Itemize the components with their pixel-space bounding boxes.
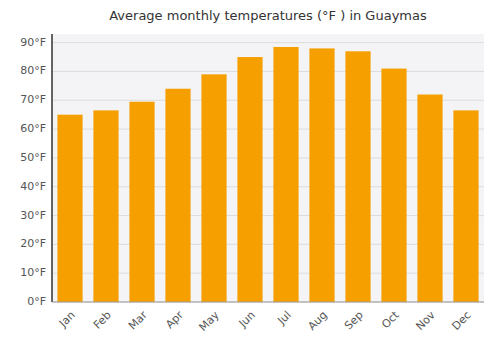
y-tick-label: 40°F [20,180,46,193]
chart-container: 0°F 10°F 20°F 30°F 40°F 50°F 60°F 70°F 80°F 90°F J… [0,0,500,350]
bar [201,74,226,302]
x-tick-label: Oct [379,308,402,331]
y-tick-label: 10°F [20,266,46,279]
x-tick-label: Apr [163,308,186,331]
grid-line [52,302,484,303]
bar [381,69,406,302]
chart: 0°F 10°F 20°F 30°F 40°F 50°F 60°F 70°F 80°F 90°F J… [0,0,500,350]
y-tick-label: 50°F [20,151,46,164]
bar [417,95,442,302]
x-tick-label: May [196,308,222,334]
x-tick-label: Feb [91,309,114,332]
bar [237,57,262,302]
bar [93,110,118,302]
bar [309,48,334,302]
y-tick-label: 0°F [27,295,46,308]
y-tick-label: 60°F [20,122,46,135]
x-tick-label: Jul [274,309,293,328]
y-tick-label: 80°F [20,64,46,77]
x-tick-label: Jun [236,309,258,331]
bar [273,47,298,302]
title: Average monthly temperatures (°F ) in Gu… [109,8,427,23]
y-axis: 0°F 10°F 20°F 30°F 40°F 50°F 60°F 70°F 80°F 90°F [20,36,46,308]
bar [453,110,478,302]
x-axis-line [52,302,484,303]
x-tick-label: Sep [342,309,366,333]
grid-line [52,42,484,43]
bar [165,89,190,302]
x-tick-label: Jan [56,309,78,331]
bar [345,51,370,302]
y-tick-label: 70°F [20,93,46,106]
grid-line [52,71,484,72]
bar [57,115,82,302]
bar [129,102,154,302]
x-tick-label: Dec [450,309,474,333]
x-tick-label: Mar [126,308,150,332]
x-tick-label: Aug [305,309,329,333]
y-tick-label: 20°F [20,237,46,250]
bars [57,47,478,302]
grid [52,43,484,302]
y-tick-label: 30°F [20,209,46,222]
x-axis: Jan Feb Mar Apr May Jun Jul Aug Sep Oct Nov Dec [56,308,474,334]
y-axis-line [51,34,53,302]
x-tick-label: Nov [413,308,438,333]
plot-background [52,34,484,302]
y-tick-label: 90°F [20,36,46,49]
